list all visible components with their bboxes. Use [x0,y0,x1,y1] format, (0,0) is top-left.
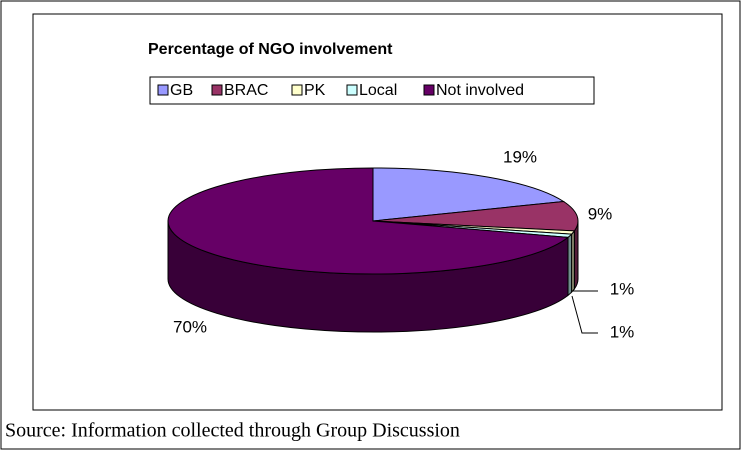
legend-swatch [157,84,169,96]
legend-swatch [211,84,223,96]
legend-label: PK [304,82,326,99]
slice-side [573,220,579,291]
slice [372,167,566,222]
slice [167,167,570,275]
data-label: 1% [610,279,635,298]
legend-label: GB [170,82,193,99]
legend-label: Local [359,82,397,99]
legend [149,76,595,105]
source-note: Source: Information collected through Gr… [5,420,460,442]
data-label: 1% [610,322,635,341]
chart-title: Percentage of NGO involvement [148,41,393,58]
slice [372,200,579,232]
data-label: 9% [588,204,613,223]
data-label: 19% [503,147,537,166]
legend-swatch [291,84,303,96]
legend-swatch [346,84,358,96]
leader-line [571,295,598,334]
legend-swatch [423,84,435,96]
legend-label: BRAC [224,82,268,99]
data-label: 70% [173,317,207,336]
slice-side [567,232,573,297]
legend-label: Not involved [436,82,524,99]
